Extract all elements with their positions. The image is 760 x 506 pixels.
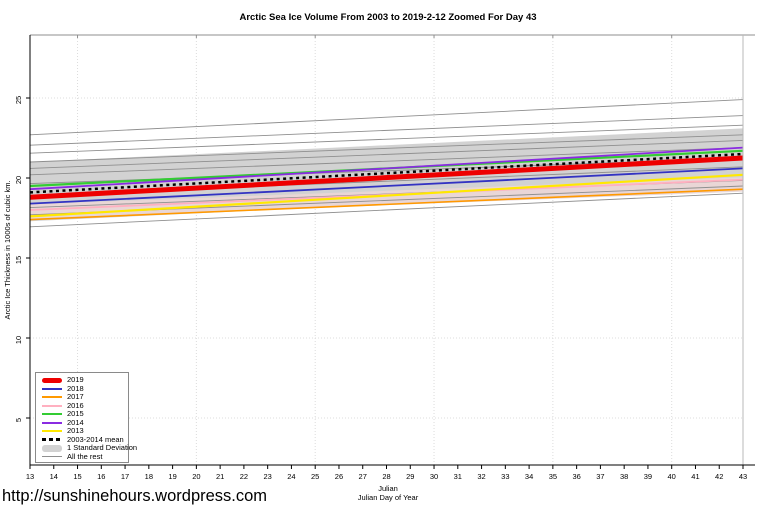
svg-text:34: 34: [525, 472, 533, 481]
series-line-2017: [29, 188, 744, 221]
legend-item: 2015: [36, 409, 128, 419]
svg-text:21: 21: [216, 472, 224, 481]
svg-text:28: 28: [382, 472, 390, 481]
legend-label: 2019: [67, 375, 84, 384]
legend-label: 1 Standard Deviation: [67, 443, 138, 452]
svg-text:42: 42: [715, 472, 723, 481]
legend-item: 2018: [36, 383, 128, 394]
svg-text:41: 41: [691, 472, 699, 481]
legend-swatch: [42, 421, 62, 424]
svg-text:33: 33: [501, 472, 509, 481]
legend-swatch: [42, 377, 62, 383]
legend-label: 2003-2014 mean: [67, 434, 124, 444]
legend-swatch: [42, 444, 62, 452]
legend-item: 2019: [36, 375, 128, 385]
svg-text:25: 25: [311, 472, 319, 481]
svg-text:20: 20: [192, 472, 200, 481]
svg-text:32: 32: [477, 472, 485, 481]
svg-text:15: 15: [14, 256, 23, 264]
legend-swatch: [42, 396, 62, 399]
legend-swatch: [42, 413, 62, 416]
svg-text:29: 29: [406, 472, 414, 481]
svg-text:24: 24: [287, 472, 295, 481]
legend-item: 1 Standard Deviation: [36, 443, 137, 453]
series-line-2014: [29, 146, 744, 191]
svg-text:27: 27: [359, 472, 367, 481]
legend-label: 2018: [67, 383, 84, 393]
x-axis-title-line1: Julian: [378, 484, 398, 493]
legend-label: 2017: [67, 392, 84, 401]
svg-text:30: 30: [430, 472, 438, 481]
legend-swatch: [42, 430, 62, 433]
legend-label: All the rest: [67, 451, 103, 461]
axes: 5 10 15 20 25 13 14 15 16 17 18 19 20 21 22 23 24 25 26 27 2…: [14, 34, 755, 481]
svg-text:10: 10: [14, 336, 23, 344]
svg-text:39: 39: [644, 472, 652, 481]
svg-text:22: 22: [240, 472, 248, 481]
series-line-2003-2014 mean: [29, 152, 744, 194]
legend-swatch: [42, 456, 62, 458]
svg-text:13: 13: [26, 472, 34, 481]
x-axis-title-line2: Julian Day of Year: [358, 493, 419, 502]
svg-text:18: 18: [145, 472, 153, 481]
svg-text:26: 26: [335, 472, 343, 481]
legend-swatch: [42, 438, 62, 442]
year-series-lines: [29, 146, 744, 221]
legend-item: All the rest: [36, 451, 128, 462]
legend-label: 2014: [67, 417, 84, 427]
legend-item: 2014: [36, 417, 128, 428]
series-line-2018: [29, 167, 744, 205]
legend-swatch: [42, 404, 62, 407]
legend-swatch: [42, 387, 62, 390]
svg-text:36: 36: [572, 472, 580, 481]
legend-item: 2003-2014 mean: [36, 434, 128, 445]
legend-item: 2013: [36, 426, 128, 436]
svg-text:15: 15: [73, 472, 81, 481]
gridlines: [30, 35, 743, 465]
svg-text:43: 43: [739, 472, 747, 481]
svg-text:5: 5: [14, 418, 23, 422]
svg-text:23: 23: [263, 472, 271, 481]
chart-title: Arctic Sea Ice Volume From 2003 to 2019-…: [239, 12, 536, 23]
svg-text:14: 14: [50, 472, 58, 481]
legend-item: 2016: [36, 400, 128, 411]
series-line-2019: [29, 155, 744, 200]
legend-label: 2015: [67, 409, 84, 418]
series-line-2013: [29, 173, 744, 218]
svg-text:16: 16: [97, 472, 105, 481]
svg-text:19: 19: [168, 472, 176, 481]
y-axis-title: Arctic Ice Thickness in 1000s of cubic k…: [3, 180, 12, 319]
svg-text:40: 40: [668, 472, 676, 481]
svg-text:35: 35: [549, 472, 557, 481]
std-deviation-bands: [30, 128, 743, 222]
svg-text:17: 17: [121, 472, 129, 481]
svg-text:37: 37: [596, 472, 604, 481]
legend-item: 2017: [36, 392, 128, 402]
svg-text:20: 20: [14, 176, 23, 184]
legend-label: 2013: [67, 426, 84, 435]
chart-legend: 2019 2018 2017 2016 2015 2014 2013 2003-2014 me…: [35, 372, 137, 463]
legend-label: 2016: [67, 400, 84, 410]
svg-text:38: 38: [620, 472, 628, 481]
svg-text:25: 25: [14, 96, 23, 104]
watermark-url: http://sunshinehours.wordpress.com: [2, 487, 267, 505]
svg-text:31: 31: [454, 472, 462, 481]
